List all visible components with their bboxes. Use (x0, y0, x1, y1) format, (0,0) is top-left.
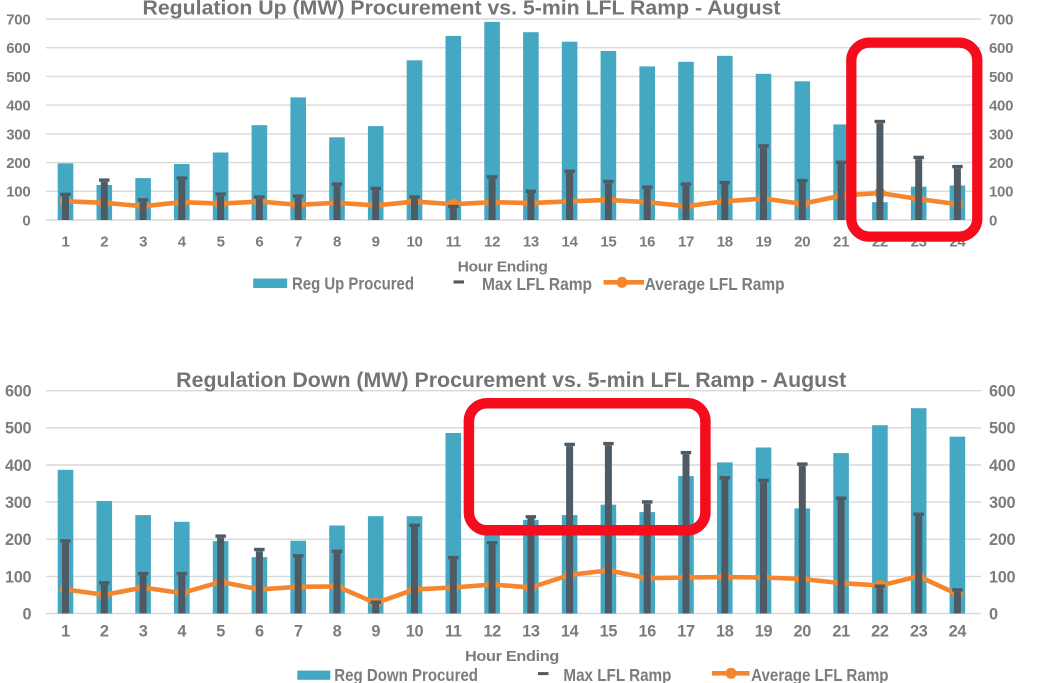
svg-text:10: 10 (406, 623, 424, 641)
svg-text:13: 13 (522, 623, 540, 641)
svg-text:Regulation Down (MW) Procureme: Regulation Down (MW) Procurement vs. 5-m… (176, 368, 846, 392)
svg-text:18: 18 (716, 623, 734, 641)
svg-text:600: 600 (6, 40, 30, 57)
svg-text:8: 8 (333, 234, 341, 251)
svg-text:9: 9 (371, 623, 380, 641)
svg-text:600: 600 (5, 383, 32, 401)
svg-text:2: 2 (100, 623, 109, 641)
svg-text:0: 0 (22, 212, 30, 229)
svg-text:19: 19 (755, 234, 771, 251)
svg-text:3: 3 (139, 623, 148, 641)
svg-text:20: 20 (794, 623, 812, 641)
svg-text:7: 7 (294, 234, 302, 251)
svg-text:300: 300 (6, 126, 30, 143)
svg-text:100: 100 (989, 184, 1013, 201)
svg-text:Hour Ending: Hour Ending (458, 259, 548, 276)
svg-text:11: 11 (445, 623, 462, 641)
svg-text:500: 500 (5, 420, 32, 438)
svg-text:10: 10 (406, 234, 422, 251)
svg-text:15: 15 (600, 623, 618, 641)
svg-text:12: 12 (484, 234, 500, 251)
svg-text:100: 100 (989, 568, 1016, 586)
svg-text:400: 400 (989, 457, 1016, 475)
svg-text:9: 9 (372, 234, 380, 251)
svg-text:1: 1 (61, 234, 69, 251)
svg-text:700: 700 (989, 11, 1013, 28)
svg-text:18: 18 (717, 234, 733, 251)
svg-text:300: 300 (989, 494, 1016, 512)
svg-text:3: 3 (139, 234, 147, 251)
svg-text:300: 300 (5, 494, 32, 512)
svg-text:Max LFL Ramp: Max LFL Ramp (482, 274, 592, 294)
svg-text:19: 19 (755, 623, 773, 641)
svg-text:12: 12 (483, 623, 501, 641)
svg-text:200: 200 (5, 531, 32, 549)
svg-text:Reg Down Procured: Reg Down Procured (334, 665, 478, 683)
svg-text:2: 2 (100, 234, 108, 251)
svg-text:11: 11 (446, 234, 461, 251)
svg-text:0: 0 (989, 212, 997, 229)
svg-text:21: 21 (832, 623, 850, 641)
svg-text:16: 16 (638, 623, 656, 641)
svg-text:5: 5 (216, 623, 225, 641)
svg-text:Reg Up Procured: Reg Up Procured (292, 273, 414, 293)
svg-text:6: 6 (255, 234, 263, 251)
svg-text:1: 1 (61, 623, 70, 641)
svg-text:7: 7 (294, 623, 303, 641)
svg-text:6: 6 (255, 623, 264, 641)
svg-text:14: 14 (561, 623, 579, 641)
svg-text:200: 200 (6, 155, 30, 172)
svg-text:24: 24 (949, 623, 967, 641)
svg-text:700: 700 (6, 11, 30, 28)
svg-text:Regulation Up (MW) Procurement: Regulation Up (MW) Procurement vs. 5-min… (143, 0, 781, 20)
svg-text:0: 0 (23, 605, 32, 623)
svg-text:17: 17 (678, 234, 694, 251)
svg-text:300: 300 (989, 126, 1013, 143)
svg-text:5: 5 (217, 234, 225, 251)
svg-text:200: 200 (989, 155, 1013, 172)
svg-text:4: 4 (178, 234, 187, 251)
svg-text:500: 500 (989, 420, 1016, 438)
svg-text:Max LFL Ramp: Max LFL Ramp (563, 665, 671, 683)
svg-text:8: 8 (333, 623, 342, 641)
svg-text:400: 400 (6, 98, 30, 115)
svg-text:15: 15 (600, 234, 616, 251)
svg-text:Hour Ending: Hour Ending (465, 648, 559, 665)
svg-text:500: 500 (989, 69, 1013, 86)
svg-text:400: 400 (989, 98, 1013, 115)
svg-text:0: 0 (989, 605, 998, 623)
svg-text:500: 500 (6, 69, 30, 86)
svg-text:600: 600 (989, 383, 1016, 401)
svg-text:100: 100 (5, 568, 32, 586)
svg-text:600: 600 (989, 40, 1013, 57)
svg-text:Average LFL Ramp: Average LFL Ramp (751, 665, 889, 683)
svg-text:100: 100 (6, 184, 30, 201)
svg-text:4: 4 (177, 623, 186, 641)
svg-text:16: 16 (639, 234, 655, 251)
svg-text:17: 17 (677, 623, 695, 641)
svg-text:14: 14 (562, 234, 579, 251)
svg-text:21: 21 (833, 234, 849, 251)
svg-text:400: 400 (5, 457, 32, 475)
svg-text:22: 22 (871, 623, 889, 641)
svg-text:23: 23 (910, 623, 928, 641)
svg-text:200: 200 (989, 531, 1016, 549)
svg-text:20: 20 (794, 234, 810, 251)
svg-text:13: 13 (523, 234, 539, 251)
svg-text:Average LFL Ramp: Average LFL Ramp (645, 274, 785, 294)
